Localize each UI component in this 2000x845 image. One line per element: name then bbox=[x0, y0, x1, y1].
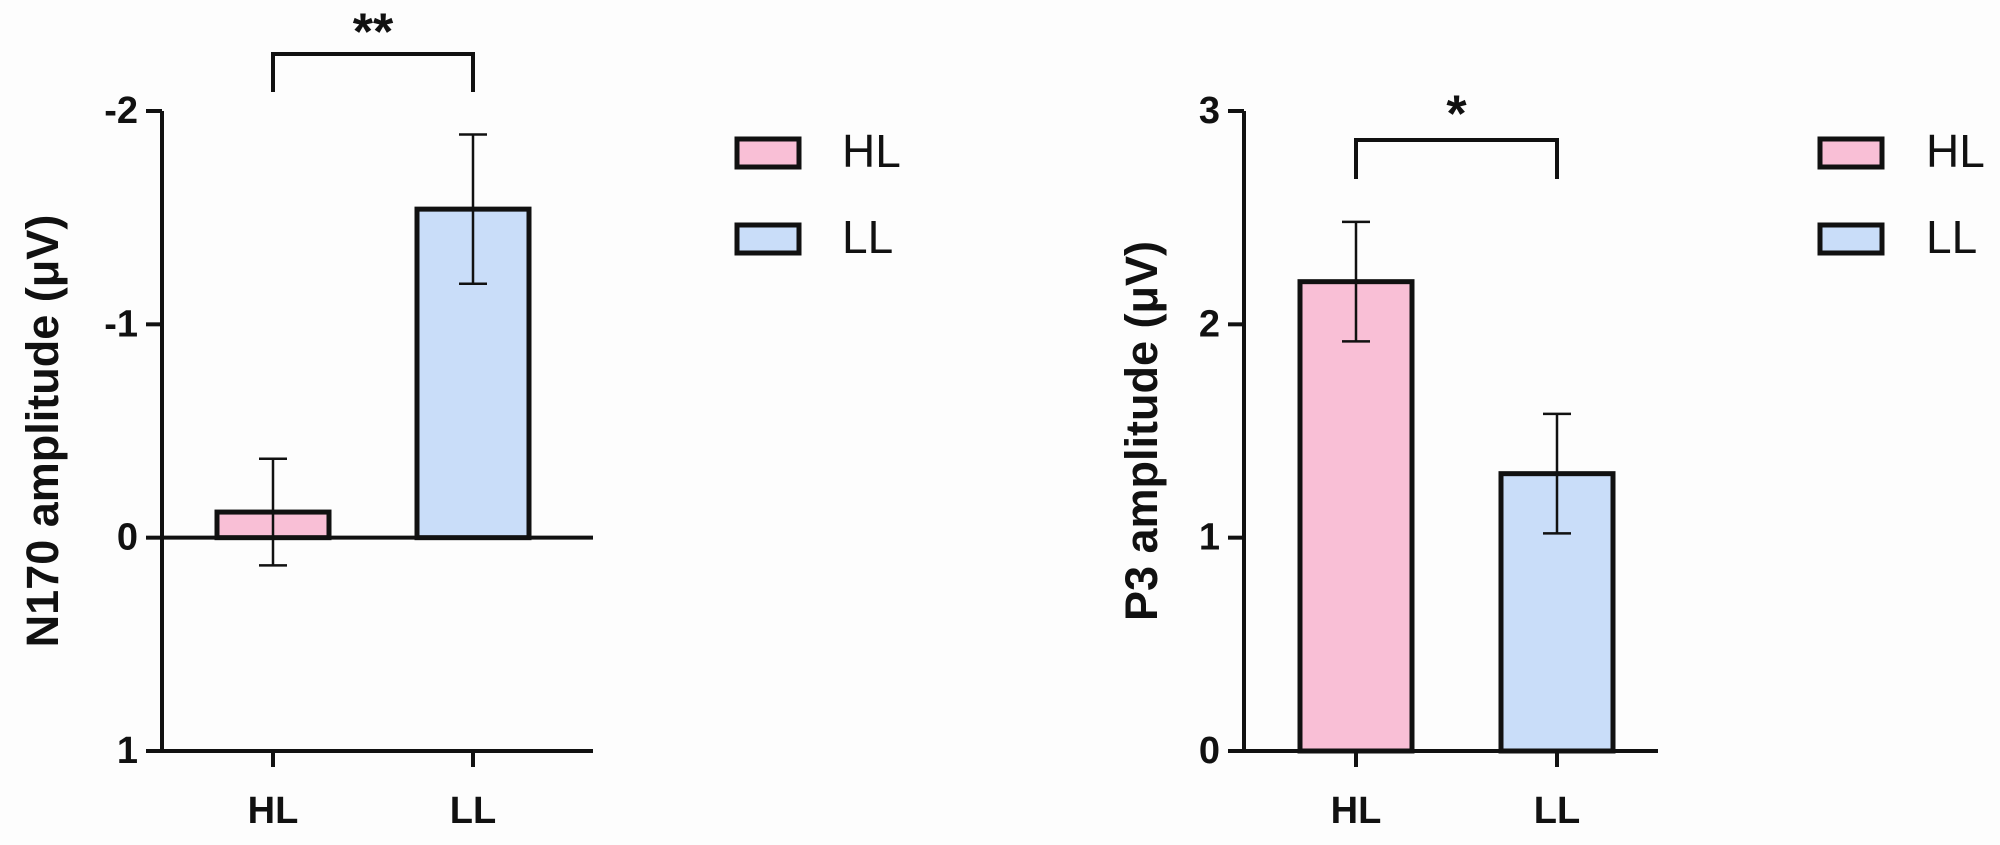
y-tick-label: -1 bbox=[104, 303, 138, 345]
y-tick-label: 1 bbox=[117, 730, 138, 772]
significance-label: * bbox=[1446, 86, 1467, 144]
error-bar bbox=[259, 457, 287, 567]
legend-swatch bbox=[1817, 222, 1885, 256]
legend-swatch bbox=[1817, 136, 1885, 170]
significance-bracket bbox=[1354, 138, 1559, 179]
y-axis-label: N170 amplitude (μV) bbox=[17, 215, 68, 648]
y-tick-label: 1 bbox=[1199, 517, 1220, 559]
legend-swatch bbox=[734, 136, 802, 170]
legend-swatch bbox=[734, 222, 802, 256]
significance-bracket bbox=[271, 52, 475, 92]
legend-label: LL bbox=[842, 211, 893, 263]
error-bar bbox=[1342, 220, 1370, 343]
x-tick-label: HL bbox=[1331, 790, 1382, 832]
y-tick-label: 2 bbox=[1199, 303, 1220, 345]
x-tick-label: LL bbox=[1534, 790, 1580, 832]
bar bbox=[1297, 279, 1415, 754]
legend-label: HL bbox=[842, 125, 901, 177]
x-tick-label: LL bbox=[450, 790, 496, 832]
y-tick-label: 0 bbox=[1199, 730, 1220, 772]
legend-label: HL bbox=[1926, 125, 1985, 177]
y-tick-label: 3 bbox=[1199, 90, 1220, 132]
significance-label: ** bbox=[353, 4, 394, 62]
legend-label: LL bbox=[1926, 211, 1977, 263]
error-bar bbox=[1543, 412, 1571, 535]
y-tick-label: -2 bbox=[104, 90, 138, 132]
y-axis-label: P3 amplitude (μV) bbox=[1116, 241, 1167, 621]
x-tick-label: HL bbox=[248, 790, 299, 832]
error-bar bbox=[459, 133, 487, 286]
y-tick-label: 0 bbox=[117, 517, 138, 559]
